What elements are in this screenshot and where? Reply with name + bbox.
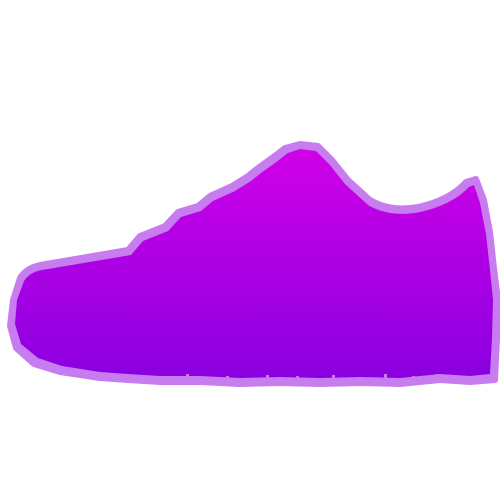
sole-notches [186, 374, 439, 381]
sneaker-body [15, 149, 493, 378]
